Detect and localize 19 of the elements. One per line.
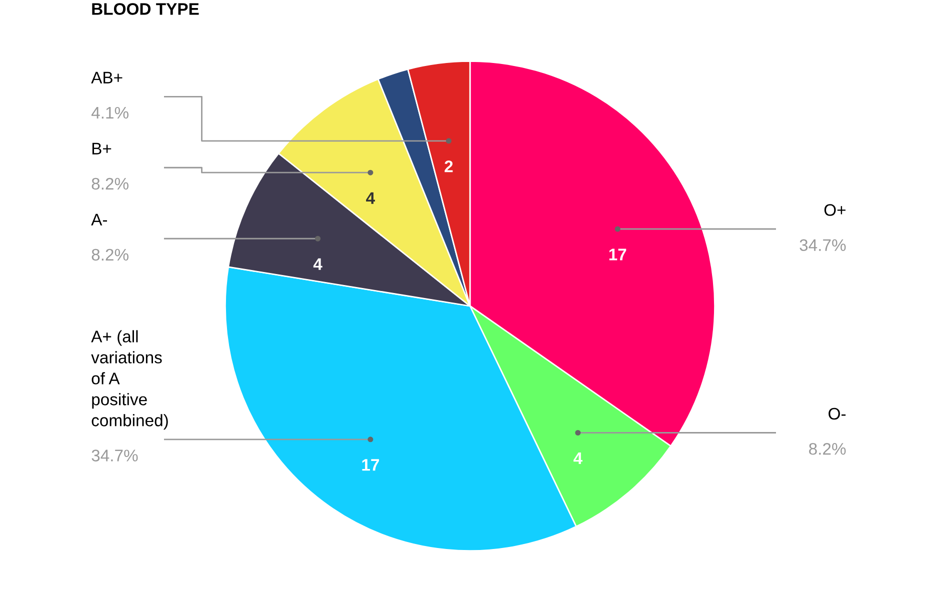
text: 34.7% (800, 239, 846, 252)
data-label: 17 (362, 459, 379, 471)
chart-title: BLOOD TYPE (92, 3, 199, 15)
data-label: 17 (609, 248, 626, 260)
slice-label: B+ (92, 142, 112, 154)
text: 8.2% (92, 248, 128, 261)
slice-label: A+ (all variations of A positive combined) (91, 330, 168, 430)
slice-label: A- (91, 214, 108, 226)
text: 34.7% (92, 450, 138, 462)
data-label: 2 (444, 160, 453, 172)
slice-label: AB+ (91, 72, 122, 84)
slice-label: O+ (824, 204, 846, 216)
text: 4.1% (91, 106, 128, 119)
data-label: 4 (574, 452, 582, 464)
slice-label: O- (828, 408, 846, 420)
data-label: 4 (313, 258, 322, 270)
data-label: 4 (366, 192, 375, 204)
text: 8.2% (809, 442, 846, 455)
text: 8.2% (92, 178, 128, 190)
